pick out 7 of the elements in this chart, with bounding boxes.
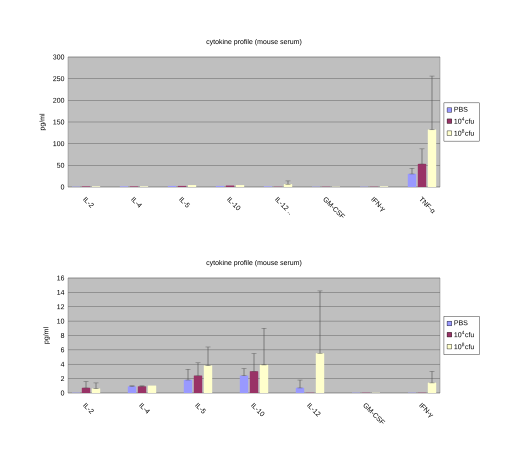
bar [428,130,436,187]
bar [408,174,416,187]
bar [184,380,192,393]
bar [418,164,426,187]
bar [296,388,304,393]
bar [128,386,136,393]
bar [240,376,248,393]
